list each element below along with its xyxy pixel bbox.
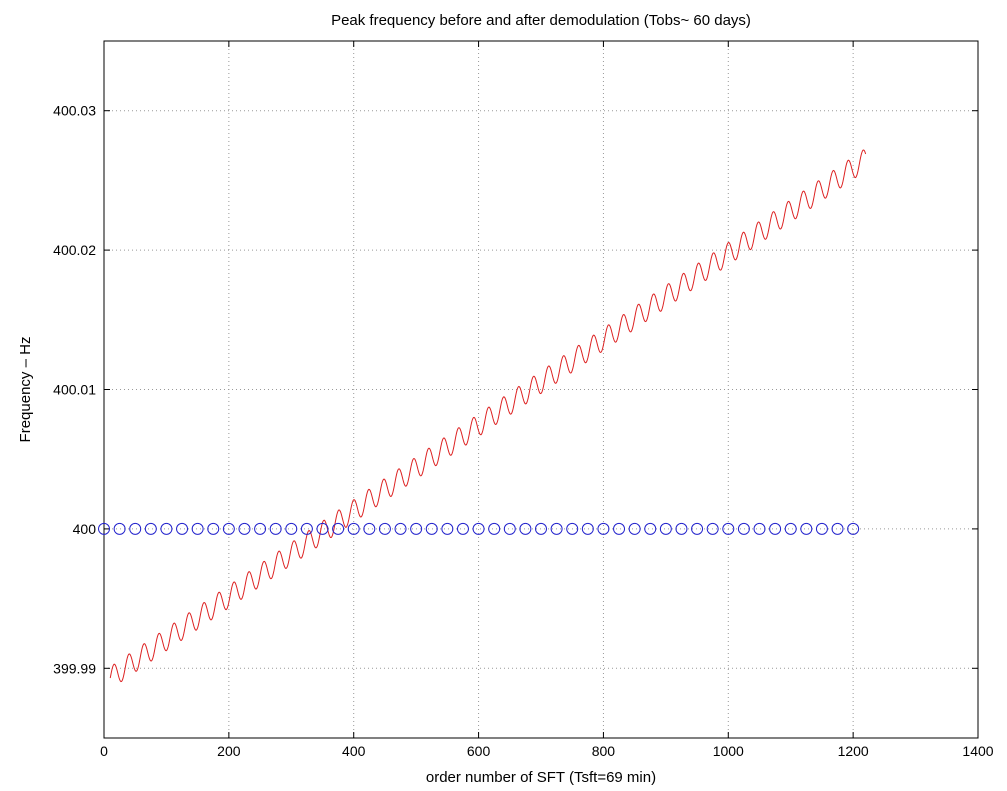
data-point-after-demodulation xyxy=(644,522,657,535)
data-point-after-demodulation xyxy=(581,522,594,535)
data-point-after-demodulation xyxy=(378,522,391,535)
data-point-after-demodulation xyxy=(472,522,485,535)
data-point-after-demodulation xyxy=(722,522,735,535)
data-point-after-demodulation xyxy=(831,522,844,535)
chart-title: Peak frequency before and after demodula… xyxy=(331,12,751,29)
data-point-after-demodulation xyxy=(300,522,313,535)
x-tick-label: 200 xyxy=(217,743,241,759)
x-tick-label: 400 xyxy=(342,743,366,759)
data-point-after-demodulation xyxy=(207,522,220,535)
data-point-after-demodulation xyxy=(316,522,329,535)
data-point-after-demodulation xyxy=(613,522,626,535)
y-tick-label: 400 xyxy=(73,521,97,537)
data-point-after-demodulation xyxy=(363,522,376,535)
data-point-after-demodulation xyxy=(98,522,110,535)
data-point-after-demodulation xyxy=(269,522,282,535)
y-tick-label: 400.01 xyxy=(53,382,96,398)
y-tick-label: 400.02 xyxy=(53,242,96,258)
data-point-after-demodulation xyxy=(566,522,579,535)
x-tick-label: 600 xyxy=(467,743,491,759)
data-point-after-demodulation xyxy=(691,522,704,535)
x-tick-label: 1400 xyxy=(962,743,993,759)
data-point-after-demodulation xyxy=(753,522,766,535)
data-point-after-demodulation xyxy=(769,522,782,535)
y-tick-label: 399.99 xyxy=(53,660,96,676)
data-point-after-demodulation xyxy=(847,522,860,535)
data-point-after-demodulation xyxy=(394,522,407,535)
y-tick-label: 400.03 xyxy=(53,103,96,119)
data-point-after-demodulation xyxy=(597,522,610,535)
data-point-after-demodulation xyxy=(441,522,454,535)
x-axis-label: order number of SFT (Tsft=69 min) xyxy=(426,769,656,786)
x-tick-label: 800 xyxy=(592,743,616,759)
data-point-after-demodulation xyxy=(675,522,688,535)
data-point-after-demodulation xyxy=(784,522,797,535)
data-point-after-demodulation xyxy=(238,522,251,535)
data-point-after-demodulation xyxy=(706,522,719,535)
y-axis-label: Frequency – Hz xyxy=(17,337,34,443)
data-point-after-demodulation xyxy=(659,522,672,535)
data-point-after-demodulation xyxy=(737,522,750,535)
grid xyxy=(104,41,978,738)
data-point-after-demodulation xyxy=(113,522,126,535)
data-point-after-demodulation xyxy=(160,522,173,535)
data-point-after-demodulation xyxy=(254,522,267,535)
data-point-after-demodulation xyxy=(425,522,438,535)
data-point-after-demodulation xyxy=(488,522,501,535)
series-line-before-demodulation xyxy=(109,149,867,683)
series-group xyxy=(98,149,867,683)
data-point-after-demodulation xyxy=(176,522,189,535)
x-tick-label: 1000 xyxy=(713,743,744,759)
data-point-after-demodulation xyxy=(519,522,532,535)
data-point-after-demodulation xyxy=(191,522,204,535)
data-point-after-demodulation xyxy=(222,522,235,535)
data-point-after-demodulation xyxy=(285,522,298,535)
axis-ticks: 0 200 400 600 800 1000 1200 1400 399.99 400 400.01… xyxy=(53,41,994,759)
data-point-after-demodulation xyxy=(503,522,516,535)
data-point-after-demodulation xyxy=(550,522,563,535)
data-point-after-demodulation xyxy=(332,522,345,535)
data-point-after-demodulation xyxy=(347,522,360,535)
data-point-after-demodulation xyxy=(815,522,828,535)
x-tick-label: 1200 xyxy=(838,743,869,759)
data-point-after-demodulation xyxy=(456,522,469,535)
data-point-after-demodulation xyxy=(144,522,157,535)
data-point-after-demodulation xyxy=(129,522,142,535)
data-point-after-demodulation xyxy=(535,522,547,535)
data-point-after-demodulation xyxy=(410,522,423,535)
x-tick-label: 0 xyxy=(100,743,108,759)
data-point-after-demodulation xyxy=(800,522,813,535)
data-point-after-demodulation xyxy=(628,522,641,535)
